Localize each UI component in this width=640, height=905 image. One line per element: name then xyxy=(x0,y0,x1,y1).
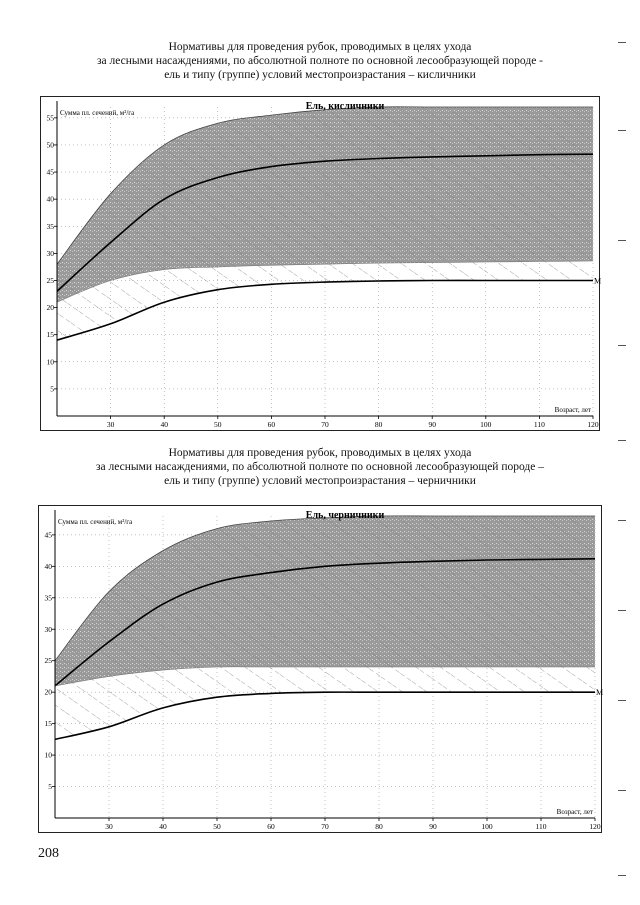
y-tick-label: 10 xyxy=(45,751,53,760)
x-tick-label: 30 xyxy=(105,822,113,831)
y-tick-label: 45 xyxy=(47,168,55,177)
y-tick-label: 55 xyxy=(47,113,55,122)
x-tick-label: 70 xyxy=(321,822,329,831)
x-tick-label: 100 xyxy=(481,822,493,831)
caption-line: Нормативы для проведения рубок, проводим… xyxy=(168,447,472,459)
y-tick-label: 15 xyxy=(45,719,53,728)
scan-edge-mark xyxy=(618,440,626,441)
lower-shaded-line xyxy=(54,666,595,687)
minimum-marker-label: М xyxy=(594,276,601,285)
y-tick-label: 35 xyxy=(47,222,55,231)
x-tick-label: 60 xyxy=(268,420,276,429)
optimal-line xyxy=(56,153,594,292)
x-tick-label: 80 xyxy=(375,822,383,831)
optimal-line xyxy=(54,558,596,687)
y-tick-label: 10 xyxy=(47,357,55,366)
x-tick-label: 60 xyxy=(267,822,275,831)
y-tick-label: 30 xyxy=(45,625,53,634)
y-tick-label: 50 xyxy=(47,140,55,149)
x-tick-label: 50 xyxy=(214,420,222,429)
caption-line: за лесными насаждениями, по абсолютной п… xyxy=(96,55,544,67)
caption-line: ель и типу (группе) условий местопроизра… xyxy=(164,69,476,81)
caption-kislichniki: Нормативы для проведения рубок, проводим… xyxy=(40,40,600,82)
y-tick-label: 25 xyxy=(47,276,55,285)
x-tick-label: 30 xyxy=(107,420,115,429)
x-tick-label: 70 xyxy=(321,420,329,429)
chart-title: Ель, кисличники xyxy=(306,101,385,112)
y-tick-label: 45 xyxy=(45,530,53,539)
y-axis-label: Сумма пл. сечений, м²/га xyxy=(60,109,135,117)
x-tick-label: 40 xyxy=(159,822,167,831)
x-tick-label: 90 xyxy=(429,822,437,831)
caption-chernichniki: Нормативы для проведения рубок, проводим… xyxy=(40,446,600,488)
scan-edge-mark xyxy=(618,700,626,701)
chart-chernichniki: 30 40 50 60 70 80 90 100 110 120 5 10 15 20 25 30 35 40 45… xyxy=(38,505,603,833)
scan-edge-mark xyxy=(618,875,626,876)
chart-kislichniki: 30 40 50 60 70 80 90 100 110 120 5 10 15 20 25 30 35 40 45… xyxy=(40,96,601,431)
y-tick-label: 25 xyxy=(45,656,53,665)
y-tick-label: 20 xyxy=(47,303,55,312)
scan-edge-mark xyxy=(618,240,626,241)
x-tick-label: 110 xyxy=(536,822,547,831)
page-number: 208 xyxy=(38,846,59,861)
upper-boundary-line xyxy=(54,515,595,661)
scan-edge-mark xyxy=(618,610,626,611)
scan-edge-mark xyxy=(618,130,626,131)
hatched-region xyxy=(57,261,593,341)
x-axis-label: Возраст, лет xyxy=(555,406,591,414)
chart-title: Ель, черничники xyxy=(306,510,385,521)
caption-line: ель и типу (группе) условий местопроизра… xyxy=(164,475,476,487)
scan-edge-mark xyxy=(618,790,626,791)
minimum-marker-label: М xyxy=(596,688,603,697)
y-tick-label: 5 xyxy=(50,384,54,393)
y-axis-label: Сумма пл. сечений, м²/га xyxy=(58,518,133,526)
chart-svg-chernichniki: 30 40 50 60 70 80 90 100 110 120 5 10 15 20 25 30 35 40 45… xyxy=(45,510,603,831)
y-tick-label: 35 xyxy=(45,593,53,602)
y-tick-label: 40 xyxy=(47,195,55,204)
x-tick-label: 90 xyxy=(428,420,436,429)
x-tick-label: 40 xyxy=(160,420,168,429)
x-tick-label: 100 xyxy=(480,420,492,429)
hatched-region xyxy=(55,666,595,740)
lower-shaded-line xyxy=(56,260,594,303)
chart-svg-kislichniki: 30 40 50 60 70 80 90 100 110 120 5 10 15 20 25 30 35 40 45… xyxy=(47,101,601,429)
x-tick-label: 120 xyxy=(589,822,601,831)
y-tick-label: 30 xyxy=(47,249,55,258)
x-axis-label: Возраст, лет xyxy=(557,808,593,816)
y-tick-label: 15 xyxy=(47,330,55,339)
y-tick-label: 5 xyxy=(48,782,52,791)
x-tick-label: 120 xyxy=(587,420,599,429)
scan-edge-mark xyxy=(618,42,626,43)
minimum-line xyxy=(56,279,593,341)
x-tick-label: 50 xyxy=(213,822,221,831)
x-tick-label: 80 xyxy=(375,420,383,429)
caption-line: Нормативы для проведения рубок, проводим… xyxy=(168,41,472,53)
y-tick-label: 40 xyxy=(45,562,53,571)
x-tick-label: 110 xyxy=(534,420,545,429)
caption-line: за лесными насаждениями, по абсолютной п… xyxy=(96,461,544,473)
y-tick-label: 20 xyxy=(45,688,53,697)
scan-edge-mark xyxy=(618,520,626,521)
scan-edge-mark xyxy=(618,345,626,346)
minimum-line xyxy=(54,691,595,741)
upper-boundary-line xyxy=(56,106,593,265)
